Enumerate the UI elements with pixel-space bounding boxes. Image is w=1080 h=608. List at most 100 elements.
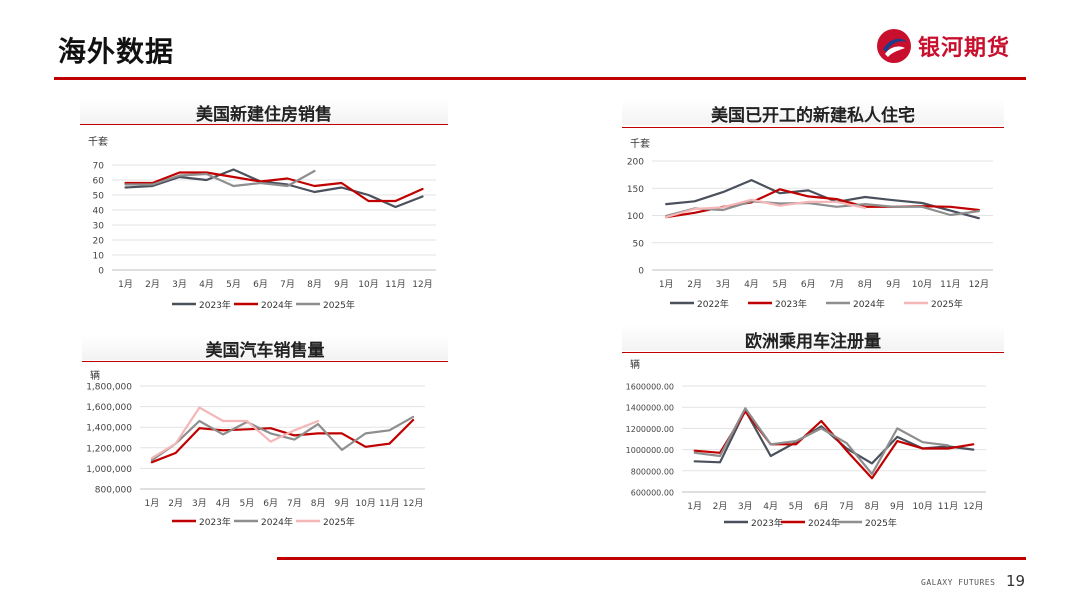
- x-tick-label: 12月: [969, 279, 989, 290]
- chart-title-rule: [622, 127, 1004, 128]
- panel-title-band: [82, 334, 448, 360]
- x-tick-label: 7月: [839, 501, 854, 512]
- x-tick-label: 8月: [858, 279, 873, 290]
- y-tick-label: 1,600,000: [86, 403, 132, 413]
- series-line-2022年: [665, 178, 980, 220]
- panel-eu-car-registrations: 欧洲乘用车注册量 辆 600000.00 800000.00 1000000.00 12…: [622, 325, 1004, 538]
- y-tick-label: 60: [93, 177, 105, 187]
- company-logo: 银河期货: [876, 28, 1010, 64]
- legend-label: 2024年: [853, 298, 885, 310]
- series-line-2025年: [693, 407, 950, 476]
- y-tick-label: 1000000.00: [626, 446, 674, 455]
- series-line-2023年: [665, 188, 980, 219]
- panel-title-band: [622, 99, 1004, 125]
- panel-us-new-home-sales: 美国新建住房销售 千套 0 10 20 30 40 50 60 70 1月 2月 3月 4月 5月 6月 7月…: [80, 98, 448, 320]
- chart-title-rule: [80, 124, 448, 125]
- x-tick-label: 6月: [814, 501, 829, 512]
- y-tick-label: 200: [627, 158, 644, 168]
- x-tick-label: 2月: [168, 498, 183, 509]
- chart-title: 欧洲乘用车注册量: [745, 332, 881, 352]
- x-tick-label: 12月: [403, 498, 423, 509]
- x-tick-label: 2月: [713, 501, 728, 512]
- panel-title-band: [80, 98, 448, 124]
- x-tick-label: 1月: [118, 279, 133, 290]
- x-tick-label: 9月: [886, 279, 901, 290]
- x-tick-label: 4月: [199, 279, 214, 290]
- legend-label: 2024年: [808, 517, 840, 529]
- panel-us-auto-sales: 美国汽车销售量 辆 800,000 1,000,000 1,200,000 1,400,…: [82, 334, 448, 538]
- y-tick-label: 1400000.00: [626, 404, 674, 413]
- x-tick-label: 11月: [379, 498, 399, 509]
- x-tick-label: 7月: [829, 279, 844, 290]
- x-tick-label: 5月: [773, 279, 788, 290]
- footer-brand: GALAXY FUTURES: [921, 578, 996, 587]
- x-tick-label: 12月: [963, 501, 983, 512]
- legend-label: 2025年: [931, 298, 963, 310]
- x-tick-label: 1月: [145, 498, 160, 509]
- x-tick-label: 3月: [172, 279, 187, 290]
- x-tick-label: 3月: [716, 279, 731, 290]
- y-tick-label: 1,400,000: [86, 424, 132, 434]
- y-axis-unit-label: 辆: [90, 369, 100, 382]
- series-line-2024年: [693, 410, 975, 480]
- footer-divider: [277, 557, 1026, 560]
- y-tick-label: 50: [633, 239, 645, 249]
- series-line-2023年: [124, 168, 424, 209]
- x-tick-label: 5月: [226, 279, 241, 290]
- x-tick-label: 8月: [307, 279, 322, 290]
- y-tick-label: 50: [93, 192, 105, 202]
- y-tick-label: 1600000.00: [626, 383, 674, 392]
- y-tick-label: 1200000.00: [626, 425, 674, 434]
- y-tick-label: 70: [93, 162, 105, 172]
- y-tick-label: 0: [638, 267, 644, 277]
- x-tick-label: 9月: [890, 501, 905, 512]
- x-tick-label: 10月: [912, 279, 932, 290]
- x-tick-label: 9月: [335, 498, 350, 509]
- x-tick-label: 11月: [938, 501, 958, 512]
- eu-car-registrations-chart: 辆 600000.00 800000.00 1000000.00 1200000.00 1…: [626, 358, 986, 529]
- legend-label: 2023年: [751, 517, 783, 529]
- x-tick-label: 10月: [358, 279, 378, 290]
- x-tick-label: 7月: [287, 498, 302, 509]
- y-tick-label: 800000.00: [631, 467, 674, 476]
- x-tick-label: 5月: [240, 498, 255, 509]
- x-tick-label: 1月: [659, 279, 674, 290]
- x-tick-label: 6月: [253, 279, 268, 290]
- page-number: 19: [1006, 572, 1026, 590]
- y-tick-label: 20: [93, 237, 105, 247]
- y-axis-unit-label: 千套: [630, 137, 650, 150]
- legend-label: 2023年: [199, 299, 231, 311]
- y-tick-label: 1,000,000: [86, 465, 132, 475]
- legend-label: 2025年: [323, 516, 355, 528]
- x-tick-label: 9月: [334, 279, 349, 290]
- series-line-2025年: [124, 169, 316, 188]
- x-tick-label: 6月: [801, 279, 816, 290]
- y-tick-label: 600000.00: [631, 489, 674, 498]
- chart-title: 美国汽车销售量: [205, 341, 325, 361]
- us-auto-sales-chart: 辆 800,000 1,000,000 1,200,000 1,400,000 1,600…: [86, 369, 425, 528]
- x-tick-label: 4月: [763, 501, 778, 512]
- x-tick-label: 4月: [216, 498, 231, 509]
- header-divider: [54, 77, 1026, 80]
- x-tick-label: 12月: [412, 279, 432, 290]
- x-tick-label: 8月: [311, 498, 326, 509]
- galaxy-logo-icon: [877, 29, 911, 63]
- x-tick-label: 11月: [940, 279, 960, 290]
- series-line-2024年: [150, 415, 415, 462]
- x-tick-label: 3月: [738, 501, 753, 512]
- legend-label: 2025年: [865, 517, 897, 529]
- chart-title: 美国新建住房销售: [196, 105, 332, 125]
- x-tick-label: 8月: [865, 501, 880, 512]
- legend-label: 2022年: [697, 298, 729, 310]
- series-line-2024年: [124, 171, 424, 203]
- x-tick-label: 10月: [912, 501, 932, 512]
- x-tick-label: 11月: [385, 279, 405, 290]
- us-new-home-sales-chart: 千套 0 10 20 30 40 50 60 70 1月 2月 3月 4月 5月 6月 7月 8月 9月 10月 11…: [88, 135, 436, 311]
- legend-label: 2025年: [323, 299, 355, 311]
- y-axis-unit-label: 千套: [88, 135, 108, 148]
- x-tick-label: 1月: [687, 501, 702, 512]
- chart-title-rule: [622, 352, 1004, 353]
- y-axis-unit-label: 辆: [630, 358, 640, 371]
- y-tick-label: 150: [627, 185, 644, 195]
- series-line-2025年: [665, 198, 867, 219]
